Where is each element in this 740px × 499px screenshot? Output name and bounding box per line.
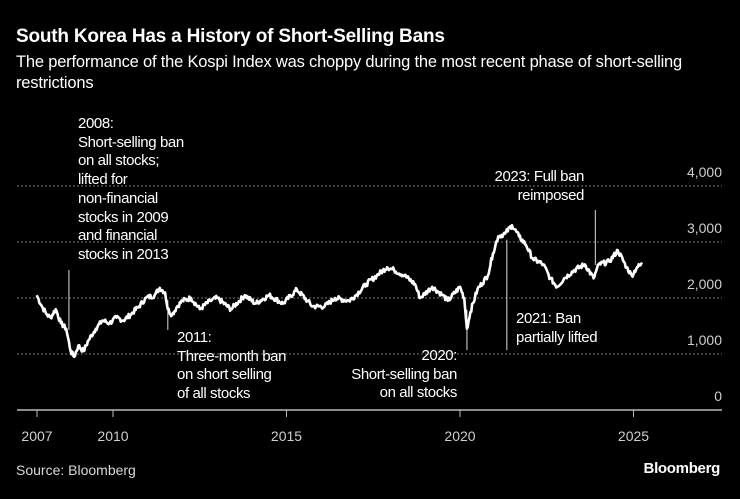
annotation-text-line: 2023: Full ban [494, 168, 585, 185]
y-tick-label: 1,000 [687, 332, 722, 348]
annotation-text-line: lifted for [78, 171, 128, 189]
x-tick-label: 2007 [21, 428, 52, 444]
annotation-text-line: 2008: [78, 115, 114, 132]
kospi-series-line [35, 223, 644, 359]
x-tick-label: 2025 [618, 428, 649, 444]
annotation-text-line: on short selling [177, 366, 272, 384]
x-tick-label: 2020 [444, 428, 475, 444]
annotation-text-line: Short-selling ban [351, 365, 457, 383]
bloomberg-logo: Bloomberg [643, 460, 721, 477]
annotation-text-line: stocks in 2013 [78, 245, 169, 263]
annotation-text-line: stocks in 2009 [78, 208, 169, 226]
annotation-2008: 2008: Short-selling ban on all stocks; lift… [78, 115, 184, 265]
y-tick-label: 4,000 [687, 164, 722, 180]
annotation-text-line: non-financial [78, 189, 158, 207]
annotation-text-line: of all stocks [177, 385, 251, 403]
annotation-text-line: Short-selling ban [78, 133, 184, 151]
annotation-text-line: and financial [78, 227, 158, 245]
y-tick-label: 0 [714, 388, 722, 404]
annotation-text-line: reimposed [517, 186, 585, 204]
annotation-2020: 2020: Short-selling ban on all stocks [351, 347, 457, 403]
annotation-text-line: Three-month ban [177, 347, 287, 365]
annotation-text-line: 2020: [421, 347, 457, 364]
annotation-text-line: partially lifted [516, 328, 598, 346]
x-tick-label: 2010 [97, 428, 128, 444]
chart-title: South Korea Has a History of Short-Selli… [16, 26, 445, 47]
annotation-text-line: on all stocks [379, 384, 458, 402]
annotation-text-line: 2011: [177, 329, 212, 346]
y-tick-label: 3,000 [687, 220, 722, 236]
annotation-2021: 2021: Ban partially lifted [516, 310, 598, 347]
annotation-text-line: 2021: Ban [516, 310, 581, 327]
annotation-2023: 2023: Full ban reimposed [494, 168, 585, 205]
x-tick-label: 2015 [271, 428, 302, 444]
annotation-text-line: on all stocks; [78, 152, 160, 170]
source-note: Source: Bloomberg [16, 462, 136, 478]
annotation-2011: 2011: Three-month ban on short selling of a… [177, 329, 286, 404]
y-tick-label: 2,000 [687, 276, 722, 292]
chart-subtitle: The performance of the Kospi Index was c… [16, 53, 683, 92]
